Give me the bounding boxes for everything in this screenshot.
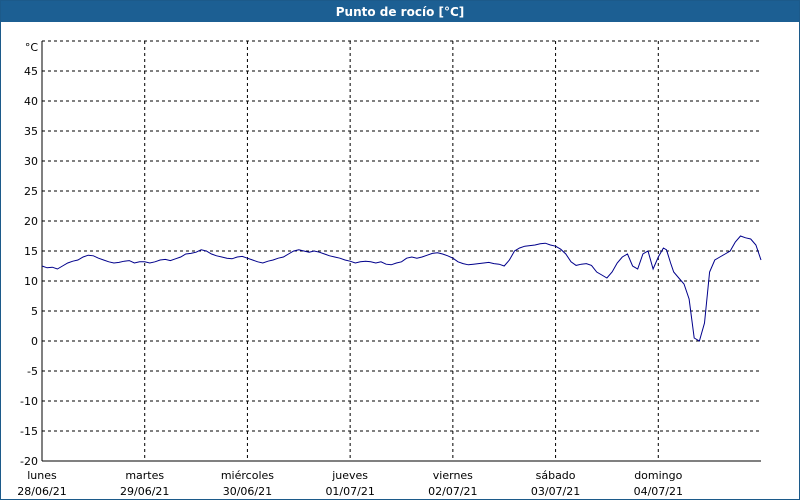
x-tick-day-label: lunes bbox=[27, 469, 57, 482]
y-tick-label: 0 bbox=[31, 335, 38, 348]
x-tick-day-label: jueves bbox=[331, 469, 368, 482]
y-tick-label: 20 bbox=[24, 215, 38, 228]
x-tick-date-label: 28/06/21 bbox=[17, 485, 66, 498]
y-tick-label: -15 bbox=[20, 425, 38, 438]
x-tick-day-label: domingo bbox=[634, 469, 682, 482]
y-tick-label: 10 bbox=[24, 275, 38, 288]
x-tick-date-label: 29/06/21 bbox=[120, 485, 169, 498]
x-tick-day-label: martes bbox=[125, 469, 164, 482]
y-tick-label: 5 bbox=[31, 305, 38, 318]
y-tick-label: 25 bbox=[24, 185, 38, 198]
window-title: Punto de rocío [°C] bbox=[1, 1, 799, 22]
x-tick-date-label: 01/07/21 bbox=[325, 485, 374, 498]
x-tick-date-label: 03/07/21 bbox=[531, 485, 580, 498]
x-tick-day-label: viernes bbox=[433, 469, 473, 482]
y-tick-label: -10 bbox=[20, 395, 38, 408]
y-tick-label: 40 bbox=[24, 95, 38, 108]
x-tick-date-label: 02/07/21 bbox=[428, 485, 477, 498]
x-tick-day-label: miércoles bbox=[221, 469, 274, 482]
y-axis-unit: °C bbox=[25, 41, 39, 54]
y-tick-label: 35 bbox=[24, 125, 38, 138]
series-line bbox=[41, 235, 762, 342]
x-tick-date-label: 30/06/21 bbox=[223, 485, 272, 498]
y-tick-label: -5 bbox=[27, 365, 38, 378]
x-tick-date-label: 04/07/21 bbox=[634, 485, 683, 498]
y-tick-label: 45 bbox=[24, 65, 38, 78]
y-tick-label: -20 bbox=[20, 455, 38, 468]
x-tick-day-label: sábado bbox=[536, 469, 576, 482]
y-tick-label: 30 bbox=[24, 155, 38, 168]
y-tick-label: 15 bbox=[24, 245, 38, 258]
